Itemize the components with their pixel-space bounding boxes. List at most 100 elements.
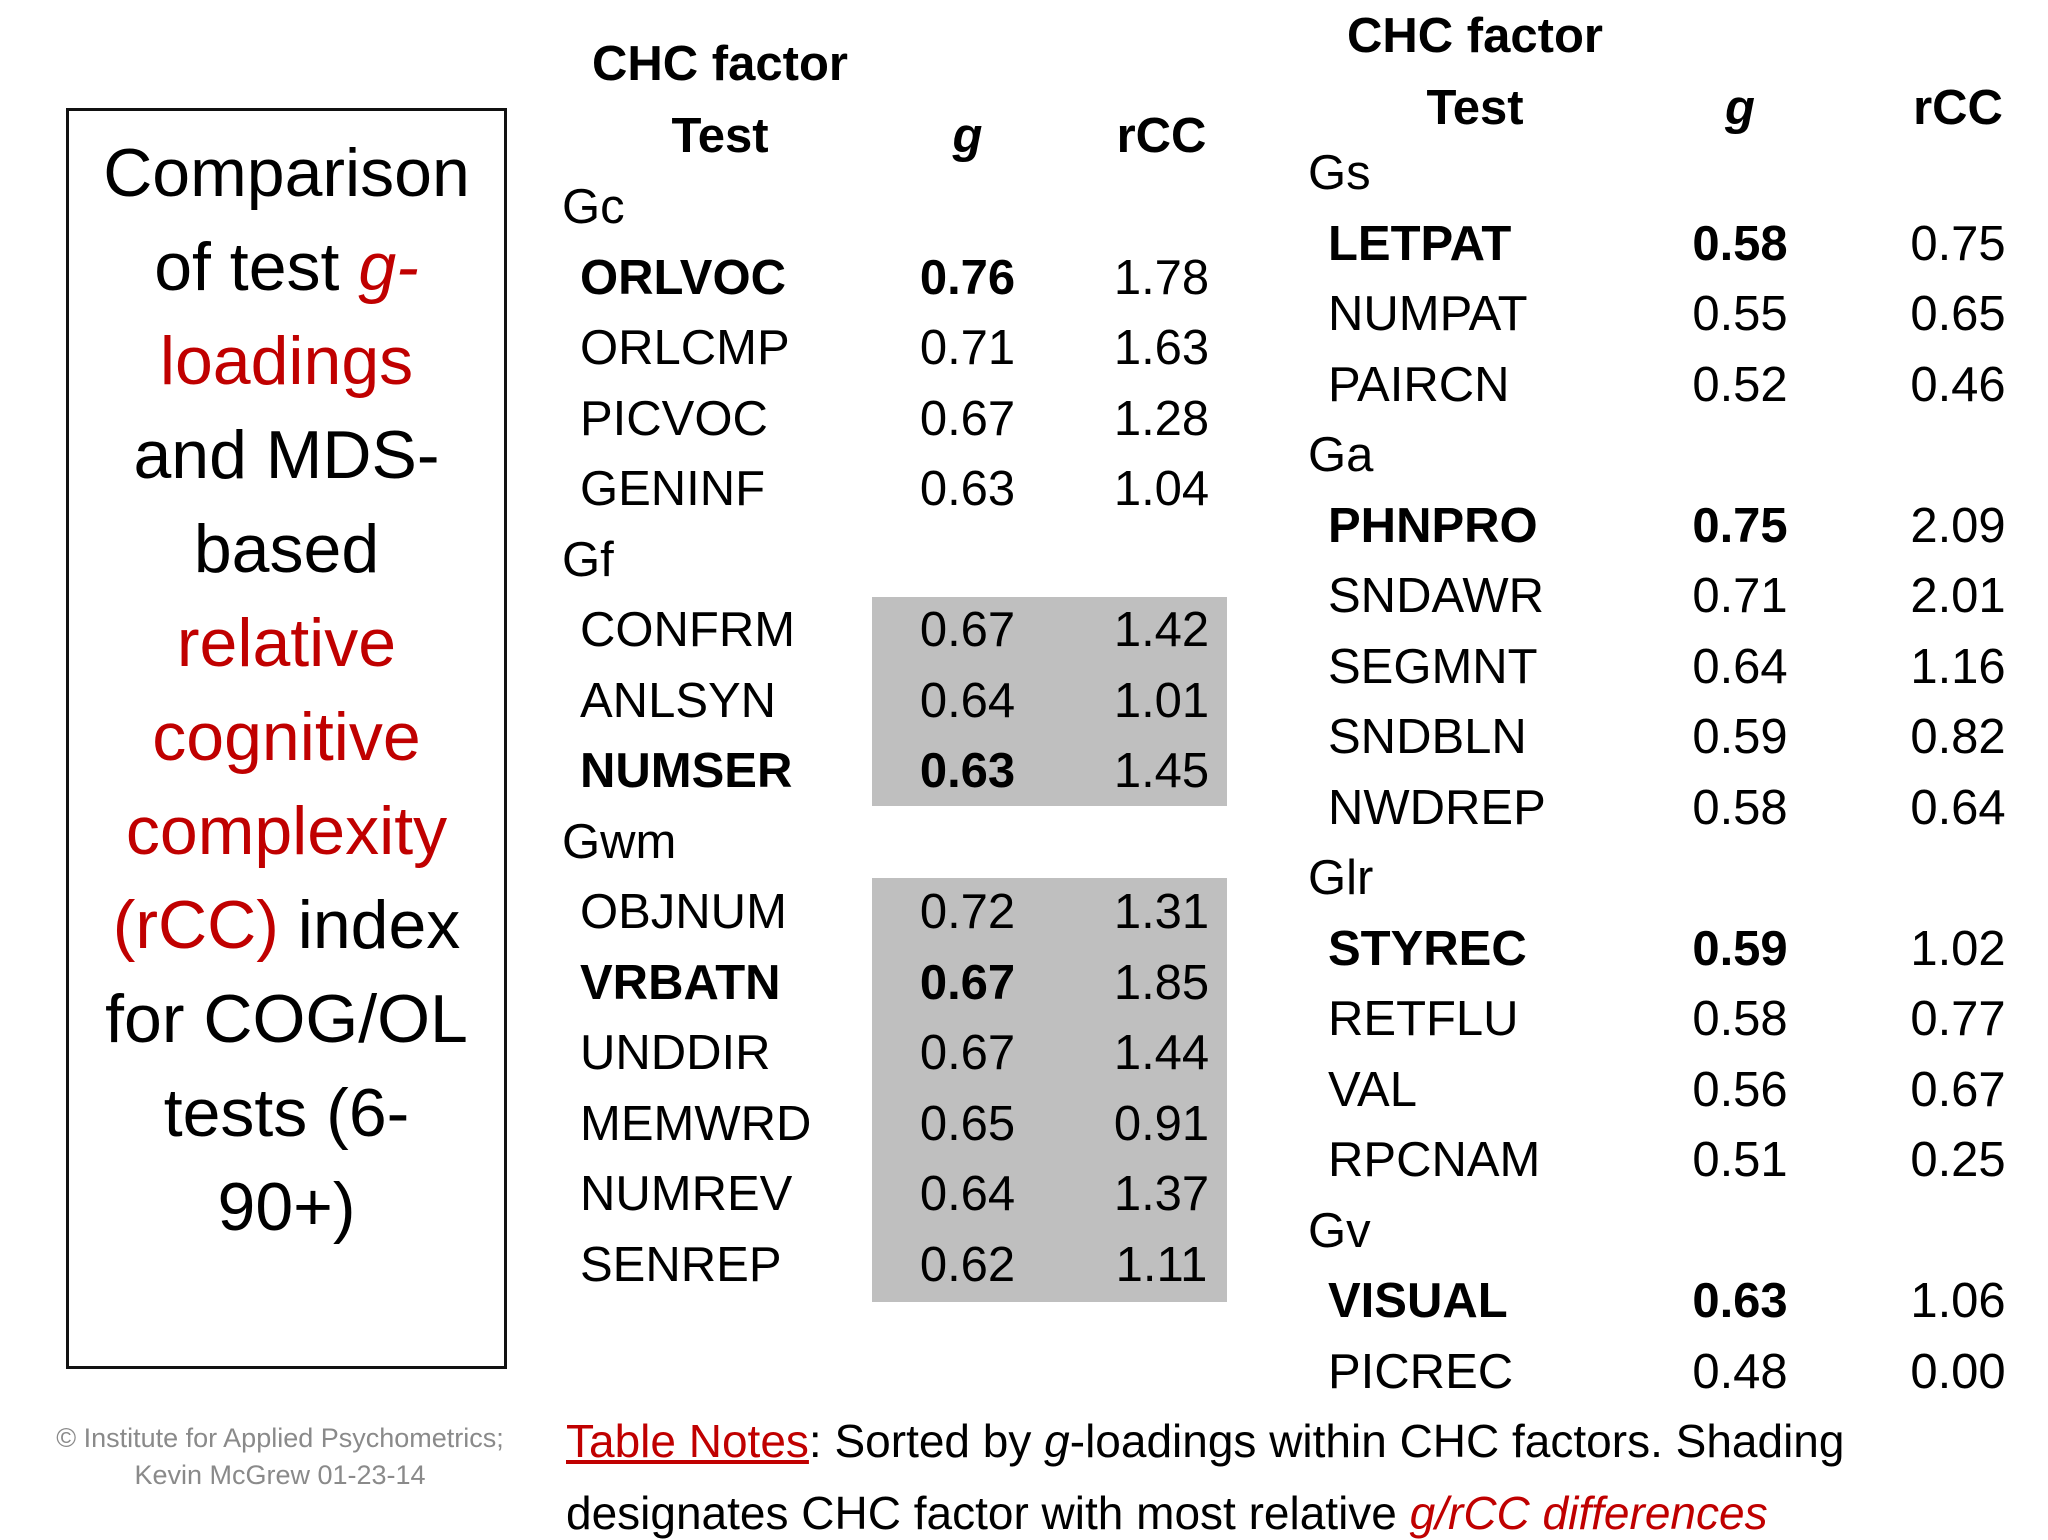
title-line: based xyxy=(69,502,504,596)
copyright-line-2: Kevin McGrew 01-23-14 xyxy=(134,1460,426,1490)
g-value: 0.67 xyxy=(919,956,1016,1010)
g-value: 0.64 xyxy=(919,1167,1016,1221)
rcc-value: 0.77 xyxy=(1910,992,2006,1046)
table-row: LETPAT 0.58 0.75 xyxy=(1300,217,2048,271)
factor-group-label: Gs xyxy=(1300,146,2048,200)
rcc-value: 1.28 xyxy=(1113,392,1210,446)
group-label-text: Gv xyxy=(1308,1204,1371,1258)
test-name: CONFRM xyxy=(580,603,796,657)
title-text: of test xyxy=(154,229,359,305)
group-label-text: Gwm xyxy=(562,815,677,869)
g-value: 0.55 xyxy=(1692,287,1788,341)
g-value: 0.63 xyxy=(1692,1274,1788,1328)
table-row: CONFRM 0.67 1.42 xyxy=(540,603,1300,657)
test-name: NUMPAT xyxy=(1328,287,1528,341)
test-name: STYREC xyxy=(1328,922,1527,976)
title-text-red: g- xyxy=(358,229,419,305)
table-notes-line-1: Table Notes: Sorted by g-loadings within… xyxy=(566,1414,1844,1468)
right-table-header-factor: CHC factor xyxy=(1347,9,1603,63)
factor-group-label: Gf xyxy=(540,533,1300,587)
right-table-header-g: g xyxy=(1725,81,1755,135)
table-row: ORLVOC 0.76 1.78 xyxy=(540,251,1300,305)
g-value: 0.58 xyxy=(1692,217,1788,271)
title-text-red: cognitive xyxy=(152,699,421,775)
table-notes-text: : Sorted by xyxy=(808,1415,1045,1467)
rcc-value: 1.06 xyxy=(1910,1274,2006,1328)
table-notes-text: -loadings within CHC factors. Shading xyxy=(1069,1415,1845,1467)
test-name: PICREC xyxy=(1328,1345,1514,1399)
rcc-value: 1.01 xyxy=(1113,674,1210,728)
g-value: 0.64 xyxy=(1692,640,1788,694)
rcc-value: 1.04 xyxy=(1113,462,1210,516)
table-row: VISUAL 0.63 1.06 xyxy=(1300,1274,2048,1328)
table-row: SEGMNT 0.64 1.16 xyxy=(1300,640,2048,694)
test-name: MEMWRD xyxy=(580,1097,812,1151)
table-row: RETFLU 0.58 0.77 xyxy=(1300,992,2048,1046)
g-value: 0.48 xyxy=(1692,1345,1788,1399)
g-value: 0.67 xyxy=(919,603,1016,657)
factor-group-label: Ga xyxy=(1300,428,2048,482)
table-row: PICVOC 0.67 1.28 xyxy=(540,392,1300,446)
test-name: RPCNAM xyxy=(1328,1133,1541,1187)
test-name: SEGMNT xyxy=(1328,640,1538,694)
test-name: SENREP xyxy=(580,1238,782,1292)
test-name: PICVOC xyxy=(580,392,768,446)
rcc-value: 1.37 xyxy=(1113,1167,1210,1221)
table-row: RPCNAM 0.51 0.25 xyxy=(1300,1133,2048,1187)
table-row: SNDBLN 0.59 0.82 xyxy=(1300,710,2048,764)
gwm-shading-block xyxy=(872,878,1227,1302)
title-text-red: loadings xyxy=(159,323,414,399)
g-value: 0.59 xyxy=(1692,710,1788,764)
g-value: 0.65 xyxy=(919,1097,1016,1151)
group-label-text: Gc xyxy=(562,180,625,234)
group-label-text: Gs xyxy=(1308,146,1371,200)
test-name: GENINF xyxy=(580,462,766,516)
table-notes-text: designates CHC factor with most relative xyxy=(566,1487,1410,1539)
rcc-value: 1.45 xyxy=(1113,744,1210,798)
title-text: index xyxy=(278,887,461,963)
test-name: SNDAWR xyxy=(1328,569,1544,623)
table-row: PICREC 0.48 0.00 xyxy=(1300,1345,2048,1399)
title-box: Comparison of test g- loadings and MDS- … xyxy=(66,108,507,1369)
table-notes-red-italic: g/rCC differences xyxy=(1409,1487,1768,1539)
title-line: (rCC) index xyxy=(69,878,504,972)
rcc-value: 0.82 xyxy=(1910,710,2006,764)
table-notes-g-italic: g xyxy=(1044,1415,1070,1467)
g-value: 0.71 xyxy=(919,321,1016,375)
table-row: ANLSYN 0.64 1.01 xyxy=(540,674,1300,728)
g-value: 0.72 xyxy=(919,885,1016,939)
rcc-value: 1.85 xyxy=(1113,956,1210,1010)
factor-group-label: Glr xyxy=(1300,851,2048,905)
group-label-text: Ga xyxy=(1308,428,1374,482)
test-name: VRBATN xyxy=(580,956,781,1010)
test-name: NWDREP xyxy=(1328,781,1546,835)
table-row: NUMPAT 0.55 0.65 xyxy=(1300,287,2048,341)
group-label-text: Gf xyxy=(562,533,614,587)
table-row: ORLCMP 0.71 1.63 xyxy=(540,321,1300,375)
table-notes-label: Table Notes xyxy=(566,1415,809,1467)
test-name: NUMSER xyxy=(580,744,793,798)
rcc-value: 0.75 xyxy=(1910,217,2006,271)
title-line: tests (6- xyxy=(69,1066,504,1160)
copyright-note: © Institute for Applied Psychometrics; K… xyxy=(40,1420,520,1494)
title-line: Comparison xyxy=(69,126,504,220)
table-notes-line-2: designates CHC factor with most relative… xyxy=(566,1486,1768,1540)
g-value: 0.59 xyxy=(1692,922,1788,976)
g-value: 0.71 xyxy=(1692,569,1788,623)
rcc-value: 1.63 xyxy=(1113,321,1210,375)
g-value: 0.62 xyxy=(919,1238,1016,1292)
g-value: 0.63 xyxy=(919,744,1016,798)
left-table-header-g: g xyxy=(952,109,983,163)
test-name: UNDDIR xyxy=(580,1026,771,1080)
rcc-value: 0.00 xyxy=(1910,1345,2006,1399)
title-text-red: complexity xyxy=(125,793,448,869)
table-row: PHNPRO 0.75 2.09 xyxy=(1300,499,2048,553)
rcc-value: 1.02 xyxy=(1910,922,2006,976)
table-row: UNDDIR 0.67 1.44 xyxy=(540,1026,1300,1080)
test-name: ANLSYN xyxy=(580,674,777,728)
factor-group-label: Gc xyxy=(540,180,1300,234)
table-row: VRBATN 0.67 1.85 xyxy=(540,956,1300,1010)
right-table-header-rcc: rCC xyxy=(1913,81,2003,135)
test-name: SNDBLN xyxy=(1328,710,1527,764)
table-row: GENINF 0.63 1.04 xyxy=(540,462,1300,516)
